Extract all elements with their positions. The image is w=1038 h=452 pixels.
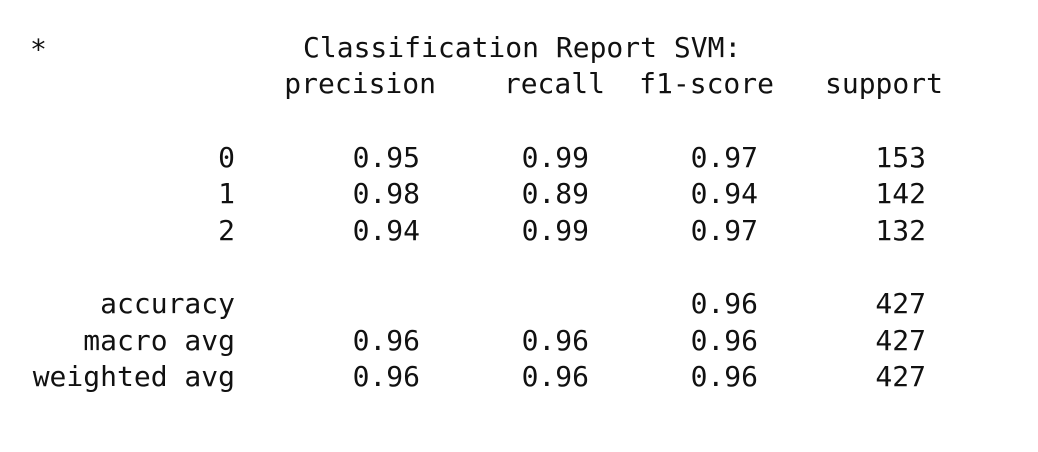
row-label: weighted avg (32, 360, 235, 393)
cell-recall: 0.89 (521, 177, 589, 210)
cell-precision: 0.95 (352, 141, 420, 174)
cell-f1-score: 0.97 (690, 141, 758, 174)
cell-precision: 0.96 (352, 360, 420, 393)
cell-support: 427 (875, 360, 926, 393)
header-f1-score: f1-score (639, 67, 774, 100)
cell-f1-score: 0.96 (690, 360, 758, 393)
cell-recall: 0.99 (521, 141, 589, 174)
cell-support: 427 (875, 324, 926, 357)
cell-support: 132 (875, 214, 926, 247)
cell-f1-score: 0.96 (690, 324, 758, 357)
cell-precision: 0.98 (352, 177, 420, 210)
row-label: 0 (218, 141, 235, 174)
row-label: macro avg (83, 324, 235, 357)
bullet-marker: * (30, 33, 47, 66)
cell-support: 142 (875, 177, 926, 210)
row-label: 1 (218, 177, 235, 210)
report-title: Classification Report SVM: (303, 31, 742, 64)
header-support: support (824, 67, 943, 100)
cell-precision: 0.94 (352, 214, 420, 247)
cell-f1-score: 0.94 (690, 177, 758, 210)
cell-f1-score: 0.97 (690, 214, 758, 247)
cell-recall: 0.96 (521, 324, 589, 357)
row-label: accuracy (100, 287, 235, 320)
row-label: 2 (218, 214, 235, 247)
cell-f1-score: 0.96 (690, 287, 758, 320)
cell-support: 153 (875, 141, 926, 174)
cell-precision: 0.96 (352, 324, 420, 357)
cell-recall: 0.99 (521, 214, 589, 247)
cell-precision (236, 286, 420, 322)
cell-recall: 0.96 (521, 360, 589, 393)
cell-recall (405, 286, 589, 322)
header-precision: precision (284, 67, 436, 100)
cell-support: 427 (875, 287, 926, 320)
header-recall: recall (503, 67, 605, 100)
